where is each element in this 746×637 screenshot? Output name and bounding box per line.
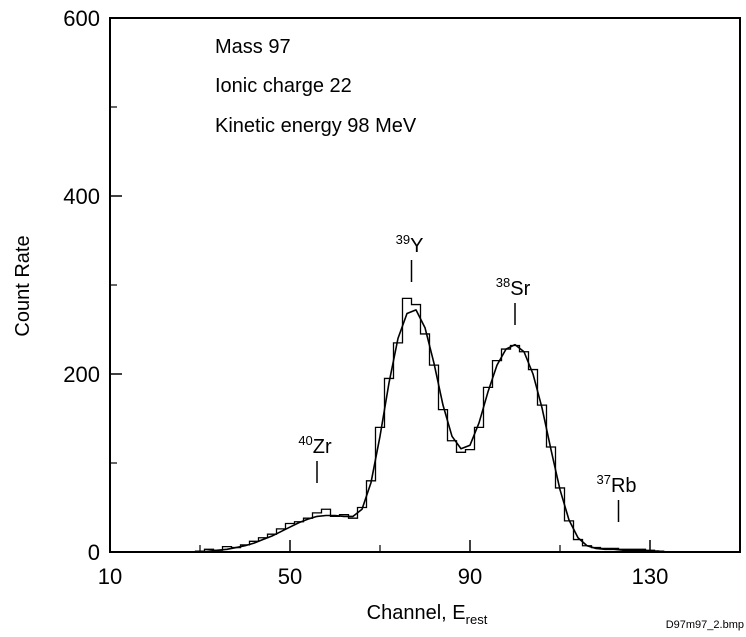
peak-label-sr: 38Sr: [496, 275, 531, 300]
y-tick-label: 0: [88, 540, 100, 565]
y-axis-title: Count Rate: [12, 235, 34, 336]
image-label: D97m97_2.bmp: [665, 619, 744, 631]
y-tick-label: 600: [63, 6, 100, 31]
peak-element: Sr: [510, 278, 530, 300]
peak-mass-number: 38: [496, 275, 510, 290]
y-tick-label: 200: [63, 362, 100, 387]
peak-element: Y: [410, 235, 423, 257]
x-tick-label: 50: [278, 564, 302, 589]
annotation-mass: Mass 97: [215, 36, 291, 58]
y-tick-label: 400: [63, 184, 100, 209]
fit-curve-series: [191, 309, 669, 553]
axes: [109, 17, 741, 553]
peak-labels: 40Zr 39Y 38Sr 37Rb: [298, 232, 637, 522]
x-tick-label: 90: [458, 564, 482, 589]
x-axis-title-sub: rest: [466, 612, 488, 627]
x-axis-title-main: Channel, E: [367, 602, 466, 624]
histogram-series: [186, 297, 673, 553]
x-tick-label: 130: [632, 564, 669, 589]
x-axis-title: Channel, Erest: [367, 602, 488, 627]
peak-mass-number: 39: [396, 232, 410, 247]
peak-element: Rb: [611, 475, 637, 497]
plot-area: [186, 297, 673, 553]
ticks: [109, 17, 651, 553]
annotation-ionic-charge: Ionic charge 22: [215, 75, 352, 97]
peak-mass-number: 40: [298, 433, 312, 448]
peak-label-y: 39Y: [396, 232, 424, 257]
peak-label-zr: 40Zr: [298, 433, 332, 458]
peak-label-rb: 37Rb: [596, 472, 636, 497]
tick-labels: 10 50 90 130 0 200 400 600: [63, 6, 668, 589]
peak-mass-number: 37: [596, 472, 610, 487]
peak-element: Zr: [313, 436, 332, 458]
x-tick-label: 10: [98, 564, 122, 589]
annotation-kinetic-energy: Kinetic energy 98 MeV: [215, 115, 417, 137]
plot-frame: [109, 17, 741, 553]
